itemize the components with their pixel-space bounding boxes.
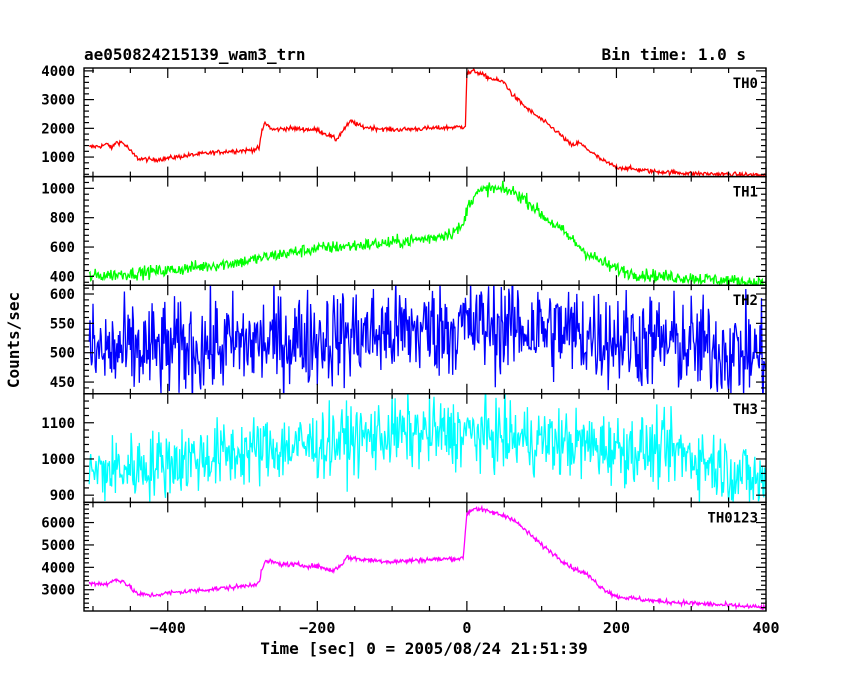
x-tick-label: 0	[462, 619, 471, 637]
y-tick-label: 3000	[41, 583, 75, 599]
y-tick-label: 800	[50, 211, 75, 227]
y-tick-label: 5000	[41, 538, 75, 554]
panel-th3: 900 1000 1100 TH3	[41, 393, 767, 504]
x-tick-label: 200	[603, 619, 630, 637]
y-tick-label: 1000	[41, 150, 75, 166]
y-tick-label: 400	[50, 269, 75, 285]
series-line-th0123	[88, 504, 766, 611]
panel-frame	[83, 67, 767, 178]
series-line-th3	[88, 393, 766, 503]
bin-time-label: Bin time: 1.0 s	[602, 45, 747, 64]
series-line-th0	[88, 68, 766, 177]
panel-label: TH3	[733, 402, 758, 418]
y-tick-label: 500	[50, 346, 75, 362]
y-tick-label: 1000	[41, 452, 75, 468]
panel-frame	[83, 501, 767, 612]
series-line-th1	[88, 180, 766, 286]
x-tick-label: −400	[150, 619, 186, 637]
y-tick-label: 600	[50, 287, 75, 303]
y-tick-label: 550	[50, 316, 75, 332]
panel-label: TH0123	[707, 510, 758, 526]
x-tick-label: −200	[299, 619, 335, 637]
panel-label: TH1	[733, 185, 758, 201]
y-tick-label: 900	[50, 488, 75, 504]
series-line-th2	[88, 285, 766, 394]
panel-th0: 1000 2000 3000 4000 TH0	[41, 64, 767, 178]
x-axis-label: Time [sec] 0 = 2005/08/24 21:51:39	[260, 639, 588, 658]
y-tick-label: 4000	[41, 64, 75, 80]
panel-label: TH0	[733, 76, 758, 92]
y-tick-label: 1000	[41, 181, 75, 197]
y-tick-label: 1100	[41, 416, 75, 432]
y-axis-label: Counts/sec	[4, 292, 23, 388]
y-tick-label: 3000	[41, 93, 75, 109]
y-tick-label: 6000	[41, 516, 75, 532]
panel-label: TH2	[733, 293, 758, 309]
y-tick-label: 600	[50, 240, 75, 256]
panel-th2: 450 500 550 600 TH2	[50, 284, 767, 395]
chart-title: ae050824215139_wam3_trn	[84, 45, 306, 64]
panel-th0123: 3000 4000 5000 6000 TH0123	[41, 501, 767, 612]
y-tick-label: 4000	[41, 560, 75, 576]
y-tick-label: 2000	[41, 121, 75, 137]
x-tick-label: 400	[752, 619, 779, 637]
panel-th1: 400 600 800 1000 TH1	[41, 175, 767, 286]
y-tick-label: 450	[50, 375, 75, 391]
